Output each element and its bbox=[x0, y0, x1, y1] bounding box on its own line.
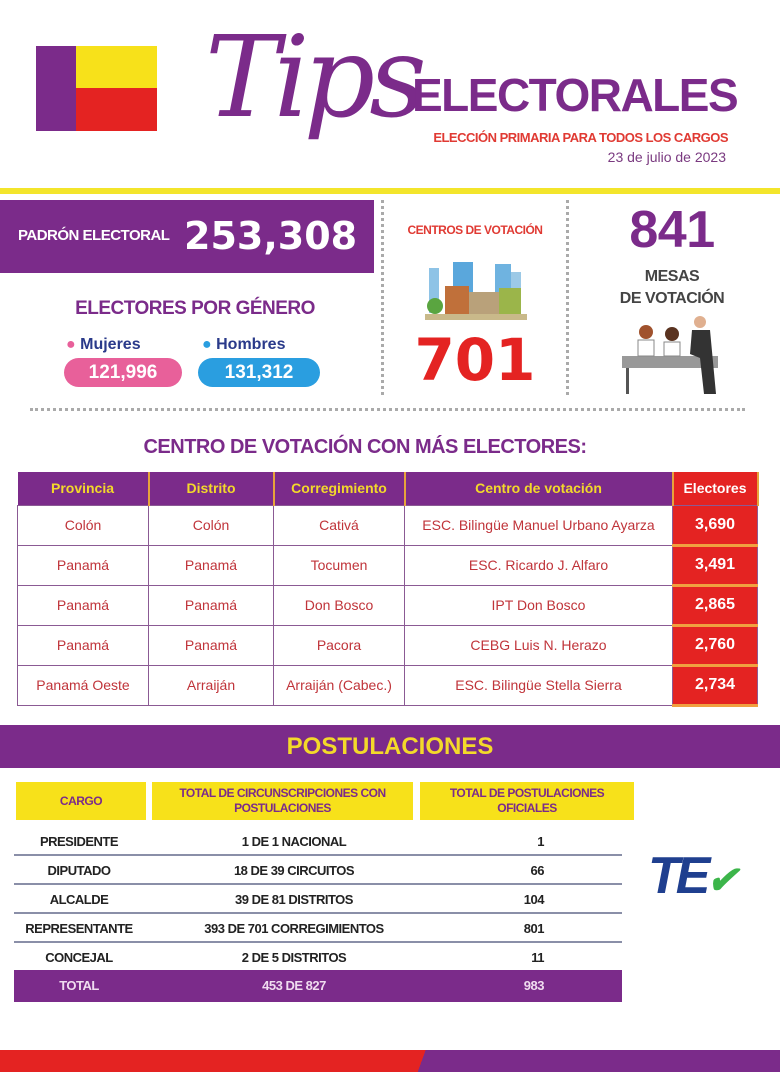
column-header: TOTAL DE CIRCUNSCRIPCIONES CON POSTULACI… bbox=[152, 782, 413, 820]
centro-table: Provincia Distrito Corregimiento Centro … bbox=[17, 472, 759, 707]
padron-value: 253,308 bbox=[184, 214, 358, 258]
table-row: PRESIDENTE 1 DE 1 NACIONAL 1 bbox=[14, 828, 622, 856]
cell: IPT Don Bosco bbox=[404, 584, 673, 626]
mesas-value: 841 bbox=[629, 201, 715, 259]
cell: Panamá bbox=[148, 584, 274, 626]
mesas-label: MESAS bbox=[644, 268, 700, 285]
footer-bar bbox=[0, 1050, 780, 1072]
divider bbox=[0, 188, 780, 194]
hombres-value: 131,312 bbox=[198, 358, 320, 387]
centro-table-title: CENTRO DE VOTACIÓN CON MÁS ELECTORES: bbox=[143, 436, 587, 458]
padron-box: PADRÓN ELECTORAL 253,308 bbox=[0, 200, 374, 273]
cell: 2,760 bbox=[672, 624, 758, 667]
cell: Colón bbox=[148, 504, 274, 546]
cell: 3,491 bbox=[672, 544, 758, 587]
genero-title: ELECTORES POR GÉNERO bbox=[75, 298, 315, 319]
cell: Panamá Oeste bbox=[17, 664, 149, 706]
cell: Cativá bbox=[273, 504, 405, 546]
cell: Panamá bbox=[148, 544, 274, 586]
cell: Tocumen bbox=[273, 544, 405, 586]
cell: CEBG Luis N. Herazo bbox=[404, 624, 673, 666]
page-title: ELECTORALES bbox=[412, 69, 739, 121]
te-logo: TE✔ bbox=[648, 847, 739, 905]
cell: Arraiján bbox=[148, 664, 274, 706]
cell: 2,734 bbox=[672, 664, 758, 707]
flag-purple bbox=[36, 46, 76, 131]
table-row: Panamá Panamá Tocumen ESC. Ricardo J. Alfar… bbox=[17, 544, 758, 587]
title-script: Tips bbox=[205, 13, 427, 143]
cell: Panamá bbox=[17, 624, 149, 666]
date: 23 de julio de 2023 bbox=[607, 149, 726, 165]
hombres-label: ● Hombres bbox=[202, 336, 286, 353]
postulaciones-title: POSTULACIONES bbox=[0, 725, 780, 768]
column-header: Distrito bbox=[148, 472, 275, 505]
poll-workers-icon bbox=[622, 316, 718, 394]
table-row: DIPUTADO 18 DE 39 CIRCUITOS 66 bbox=[14, 857, 622, 885]
table-row: Panamá Panamá Don Bosco IPT Don Bosco 2,865 bbox=[17, 584, 758, 627]
divider bbox=[381, 200, 384, 395]
divider bbox=[566, 200, 569, 395]
cell: 2,865 bbox=[672, 584, 758, 627]
subtitle: ELECCIÓN PRIMARIA PARA TODOS LOS CARGOS bbox=[433, 130, 728, 145]
table-row: Panamá Panamá Pacora CEBG Luis N. Herazo 2,7… bbox=[17, 624, 758, 667]
table-header: Provincia Distrito Corregimiento Centro … bbox=[17, 472, 759, 505]
table-row: Colón Colón Cativá ESC. Bilingüe Manuel Urb… bbox=[17, 504, 758, 547]
centros-label: CENTROS DE VOTACIÓN bbox=[407, 223, 543, 237]
mesas-label-2: DE VOTACIÓN bbox=[619, 290, 725, 307]
woman-icon: ● bbox=[66, 336, 76, 353]
table-row: ALCALDE 39 DE 81 DISTRITOS 104 bbox=[14, 886, 622, 914]
flag-red bbox=[76, 88, 157, 131]
cell: ESC. Bilingüe Manuel Urbano Ayarza bbox=[404, 504, 673, 546]
divider bbox=[30, 408, 745, 411]
cell: Don Bosco bbox=[273, 584, 405, 626]
checkmark-icon: ✔ bbox=[706, 860, 739, 902]
cell: ESC. Bilingüe Stella Sierra bbox=[404, 664, 673, 706]
man-icon: ● bbox=[202, 336, 212, 353]
column-header: CARGO bbox=[16, 782, 146, 820]
column-header: Provincia bbox=[17, 472, 150, 505]
buildings-icon bbox=[425, 262, 527, 320]
table-row: CONCEJAL 2 DE 5 DISTRITOS 11 bbox=[45, 950, 544, 965]
column-header: Corregimiento bbox=[273, 472, 406, 505]
column-header: Electores bbox=[672, 472, 759, 505]
flag-yellow bbox=[76, 46, 157, 88]
mujeres-label: ● Mujeres bbox=[66, 336, 141, 353]
centros-value: 701 bbox=[414, 326, 536, 394]
table-row: Panamá Oeste Arraiján Arraiján (Cabec.) ESC… bbox=[17, 664, 758, 707]
cell: Arraiján (Cabec.) bbox=[273, 664, 405, 706]
cell: Pacora bbox=[273, 624, 405, 666]
cell: Colón bbox=[17, 504, 149, 546]
cell: Panamá bbox=[17, 544, 149, 586]
total-row: TOTAL 453 DE 827 983 bbox=[14, 970, 622, 1002]
mujeres-value: 121,996 bbox=[64, 358, 182, 387]
cell: Panamá bbox=[148, 624, 274, 666]
column-header: Centro de votación bbox=[404, 472, 674, 505]
padron-label: PADRÓN ELECTORAL bbox=[18, 227, 170, 244]
cell: 3,690 bbox=[672, 504, 758, 547]
table-row: REPRESENTANTE 393 DE 701 CORREGIMIENTOS 80… bbox=[14, 915, 622, 943]
cell: Panamá bbox=[17, 584, 149, 626]
cell: ESC. Ricardo J. Alfaro bbox=[404, 544, 673, 586]
column-header: TOTAL DE POSTULACIONES OFICIALES bbox=[420, 782, 634, 820]
